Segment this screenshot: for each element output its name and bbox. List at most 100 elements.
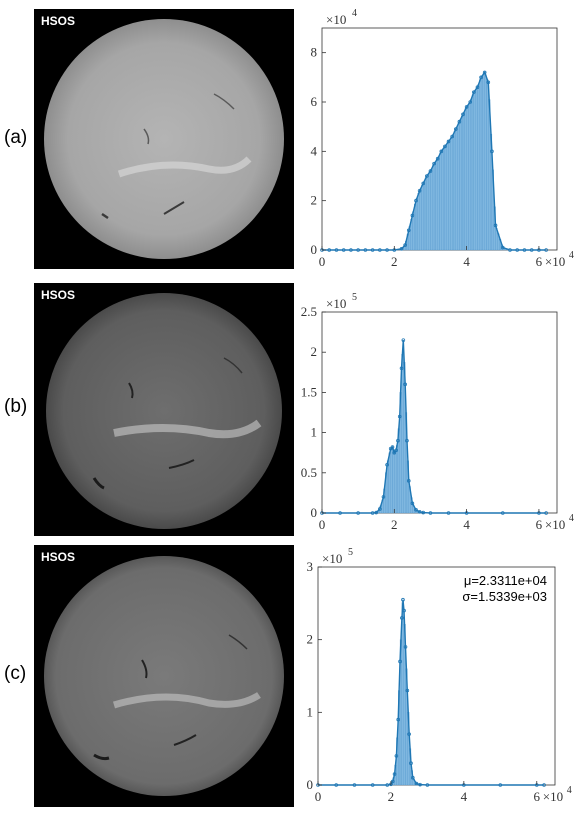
y-tick-label: 0: [311, 242, 318, 257]
data-point: [394, 754, 399, 758]
data-point: [425, 174, 429, 178]
data-point: [428, 169, 433, 173]
histogram-bar: [450, 137, 453, 251]
histogram-bar: [446, 142, 449, 251]
histogram-bar: [482, 73, 485, 251]
data-point: [443, 144, 447, 149]
x-tick-label: 2: [391, 517, 398, 532]
data-point: [529, 248, 534, 252]
data-point: [421, 510, 426, 515]
data-point: [515, 248, 520, 252]
data-point: [508, 248, 512, 252]
histogram-b: 0 2 4 6 ×10 400.511.522.5×10 5: [301, 292, 574, 532]
data-point: [461, 112, 465, 117]
x-exponent: 4: [567, 785, 572, 796]
data-point: [394, 448, 398, 453]
data-point: [457, 119, 462, 124]
histogram-bar: [433, 162, 437, 251]
data-point: [446, 511, 451, 515]
histogram-bar: [452, 134, 455, 251]
histogram-bar: [459, 119, 462, 251]
histogram-bar: [428, 172, 431, 251]
data-point: [414, 781, 419, 786]
histogram-bar: [424, 177, 427, 251]
data-point: [385, 462, 389, 467]
x-tick-label: 6: [536, 254, 543, 269]
data-point: [403, 243, 407, 247]
y-tick-label: 3: [307, 559, 314, 574]
data-point: [446, 139, 451, 144]
plot-frame: [321, 311, 558, 514]
data-point: [396, 438, 400, 443]
histogram-bar: [480, 75, 484, 251]
data-point: [399, 366, 404, 371]
hsos-label-c: HSOS: [41, 550, 76, 564]
histogram-bar: [437, 156, 440, 251]
data-point: [385, 248, 389, 252]
data-point: [381, 495, 386, 499]
y-tick-label: 2: [311, 344, 318, 359]
data-point: [356, 248, 360, 252]
data-point: [390, 779, 395, 784]
histogram-bar: [412, 211, 415, 251]
data-point: [399, 246, 404, 251]
data-point: [356, 511, 360, 515]
y-tick-label: 1.5: [301, 384, 317, 399]
histogram-bar: [461, 116, 464, 251]
histogram-bar: [417, 193, 420, 251]
data-point: [398, 659, 402, 664]
data-point: [544, 511, 548, 515]
data-point: [544, 248, 548, 252]
data-point: [385, 783, 390, 787]
data-point: [352, 783, 357, 787]
histogram-bar: [435, 159, 438, 251]
x-multiplier: ×10: [545, 254, 565, 269]
data-point: [410, 213, 415, 218]
stat-annotation: μ=2.3311e+04: [464, 573, 547, 588]
x-tick-label: 2: [388, 789, 395, 804]
x-tick-label: 4: [463, 254, 470, 269]
data-point: [409, 761, 413, 765]
data-point: [542, 783, 546, 787]
histogram-bar: [414, 204, 417, 251]
histogram-bar: [395, 445, 399, 514]
solar-image-a: HSOS: [34, 9, 294, 269]
data-point: [341, 248, 346, 252]
y-tick-label: 0.5: [301, 465, 317, 480]
data-point: [397, 414, 402, 419]
data-point: [338, 511, 342, 515]
y-exponent: 5: [348, 547, 353, 558]
data-point: [475, 85, 480, 89]
data-point: [500, 245, 505, 250]
histogram-bar: [390, 447, 393, 514]
x-tick-label: 2: [391, 254, 398, 269]
x-tick-label: 4: [463, 517, 470, 532]
data-point: [405, 438, 409, 443]
data-point: [396, 717, 401, 722]
data-point: [464, 105, 469, 109]
y-tick-label: 8: [311, 45, 318, 60]
y-tick-label: 1: [307, 704, 314, 719]
y-multiplier: ×10: [322, 551, 342, 566]
histogram-bar: [453, 130, 456, 251]
data-point: [417, 189, 422, 193]
data-point: [405, 688, 410, 693]
histogram-bar: [484, 74, 487, 251]
histogram-bar: [477, 84, 480, 251]
histogram-bar: [479, 79, 482, 251]
data-point: [390, 445, 395, 449]
data-point: [428, 511, 433, 515]
data-point: [334, 248, 339, 252]
histogram-bar: [475, 88, 478, 251]
x-tick-label: 0: [319, 254, 326, 269]
data-point: [450, 134, 454, 139]
data-point: [432, 161, 436, 166]
y-tick-label: 2.5: [301, 304, 317, 319]
data-point: [363, 248, 368, 252]
data-point: [425, 783, 430, 787]
x-exponent: 4: [569, 250, 574, 261]
data-point: [370, 248, 375, 252]
data-point: [327, 248, 332, 252]
histogram-bar: [473, 90, 476, 251]
